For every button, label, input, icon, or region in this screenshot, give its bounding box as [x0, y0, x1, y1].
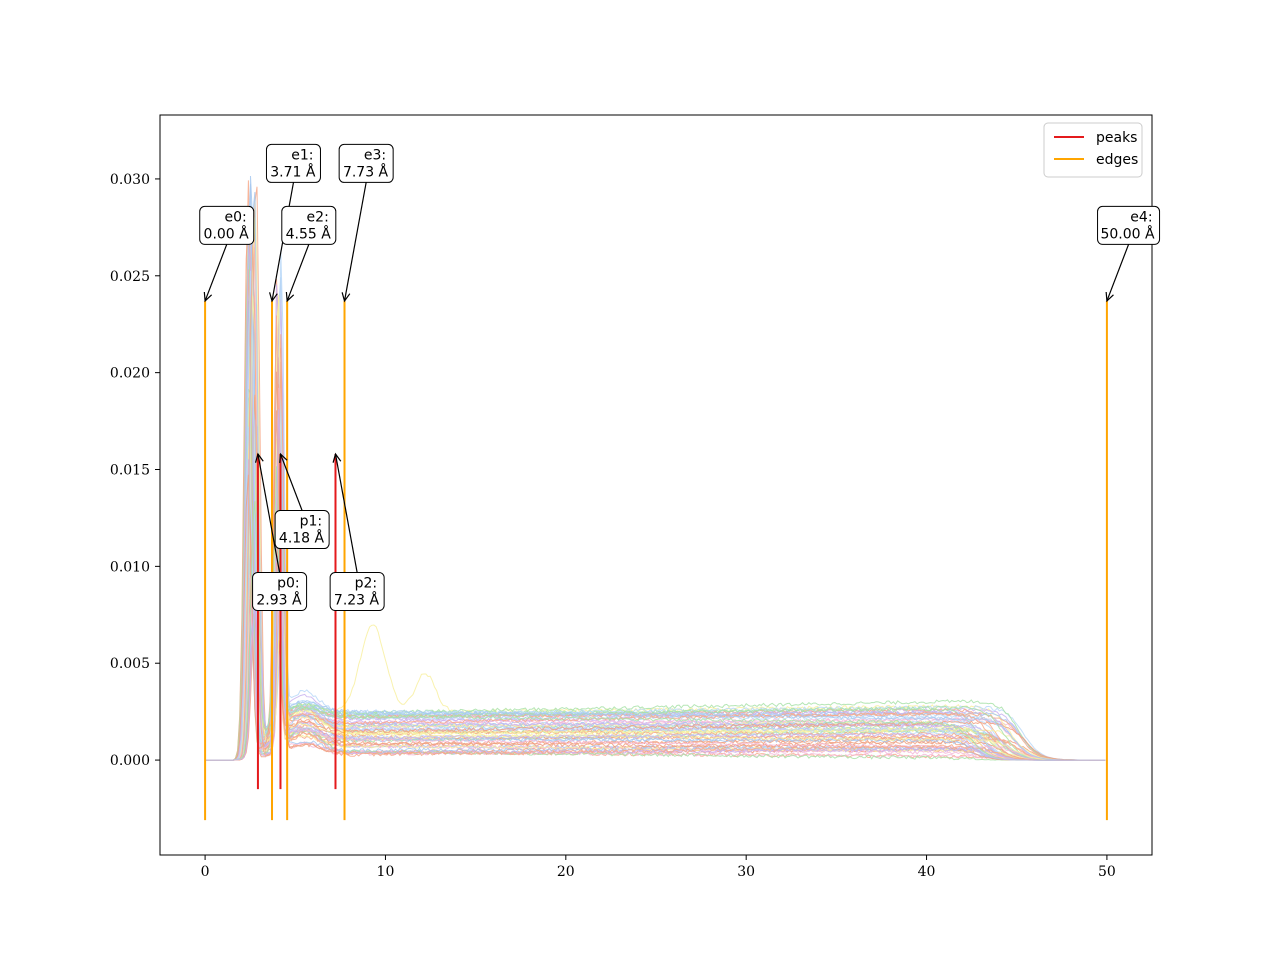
- annotation-box: [1097, 205, 1161, 245]
- annotation-name: e4:: [1130, 209, 1152, 225]
- series-line: [205, 217, 1106, 761]
- legend-label-edges: edges: [1096, 152, 1138, 168]
- legend-label-peaks: peaks: [1096, 130, 1137, 146]
- annotation-p2: p2:7.23 Å: [329, 452, 385, 612]
- series-line: [205, 270, 1106, 761]
- series-line: [205, 466, 1106, 761]
- annotation-name: e3:: [364, 147, 386, 163]
- annotation-arrow: [334, 453, 358, 573]
- annotation-e1: e1:3.71 Å: [265, 143, 321, 303]
- annotation-name: p0:: [277, 576, 300, 592]
- x-tick-label: 30: [737, 864, 755, 880]
- axes-group: 0 10 20 30 40 50 0.000 0.005 0.010 0.015 0.020 0.02…: [110, 114, 1153, 880]
- series-line: [205, 387, 1106, 761]
- annotation-value: 2.93 Å: [256, 592, 302, 609]
- y-tick-label: 0.025: [110, 269, 150, 285]
- annotation-box: [338, 143, 394, 183]
- series-line: [205, 521, 1106, 761]
- annotation-value: 50.00 Å: [1100, 225, 1155, 242]
- series-line: [205, 228, 1106, 761]
- x-tick-label: 10: [377, 864, 395, 880]
- annotation-p0: p0:2.93 Å: [252, 452, 308, 612]
- series-line: [205, 244, 1106, 761]
- series-line: [205, 388, 1106, 761]
- marker-lines-group: [204, 300, 1108, 821]
- annotation-arrow: [1106, 244, 1130, 302]
- plot-frame: [159, 114, 1153, 856]
- series-line: [205, 226, 1106, 761]
- annotation-value: 4.18 Å: [279, 530, 325, 547]
- series-line: [205, 237, 1106, 761]
- annotation-name: e1:: [291, 147, 313, 163]
- y-tick-label: 0.020: [110, 366, 150, 382]
- series-line: [205, 394, 1106, 761]
- annotation-arrow: [343, 182, 367, 302]
- x-tick-label: 0: [201, 864, 210, 880]
- annotation-name: e2:: [307, 209, 329, 225]
- series-line: [205, 297, 1106, 761]
- y-tick-label: 0.010: [110, 559, 150, 575]
- annotation-box: [199, 205, 255, 245]
- annotation-arrowhead: [341, 292, 351, 303]
- annotation-e4: e4:50.00 Å: [1097, 205, 1161, 303]
- annotation-value: 4.55 Å: [286, 225, 332, 242]
- annotation-e0: e0:0.00 Å: [199, 205, 255, 303]
- annotations-group: e0:0.00 Åe1:3.71 Åe2:4.55 Åe3:7.73 Åe4:5…: [199, 143, 1161, 612]
- series-line: [205, 409, 1106, 761]
- annotation-p1: p1:4.18 Å: [274, 452, 330, 550]
- series-line: [205, 269, 1106, 761]
- x-tick-label: 40: [918, 864, 936, 880]
- series-line: [205, 294, 1106, 761]
- series-line: [205, 410, 1106, 761]
- y-tick-label: 0.015: [110, 463, 150, 479]
- series-line: [205, 191, 1106, 761]
- annotation-arrowhead: [279, 452, 288, 464]
- annotation-name: p2:: [355, 576, 378, 592]
- annotation-value: 7.23 Å: [334, 592, 380, 609]
- annotation-arrowhead: [332, 452, 342, 463]
- annotation-arrow: [279, 453, 303, 511]
- y-tick-label: 0.000: [110, 753, 150, 769]
- annotation-box: [252, 572, 308, 612]
- legend: peaks edges: [1043, 122, 1143, 178]
- background-series-group: [205, 175, 1106, 761]
- annotation-arrowhead: [269, 292, 278, 303]
- y-tick-label: 0.030: [110, 172, 150, 188]
- annotation-box: [274, 510, 330, 550]
- annotation-arrow: [286, 244, 310, 302]
- annotation-arrow: [257, 453, 281, 573]
- annotation-name: e0:: [224, 209, 246, 225]
- annotation-arrowhead: [254, 452, 264, 463]
- annotation-box: [265, 143, 321, 183]
- annotation-arrowhead: [285, 291, 295, 303]
- annotation-box: [329, 572, 385, 612]
- y-tick-label: 0.005: [110, 656, 150, 672]
- annotation-value: 7.73 Å: [343, 163, 389, 180]
- annotation-value: 0.00 Å: [204, 225, 250, 242]
- annotation-value: 3.71 Å: [270, 163, 316, 180]
- annotation-e2: e2:4.55 Å: [281, 205, 337, 303]
- annotation-box: [281, 205, 337, 245]
- annotation-e3: e3:7.73 Å: [338, 143, 394, 303]
- series-line: [205, 175, 1106, 761]
- x-tick-label: 50: [1098, 864, 1116, 880]
- annotation-name: p1:: [300, 514, 323, 530]
- series-line: [205, 402, 1106, 761]
- x-tick-label: 20: [557, 864, 575, 880]
- annotation-arrowhead: [1105, 291, 1114, 303]
- annotation-arrow: [204, 244, 228, 302]
- annotation-arrowhead: [203, 291, 213, 303]
